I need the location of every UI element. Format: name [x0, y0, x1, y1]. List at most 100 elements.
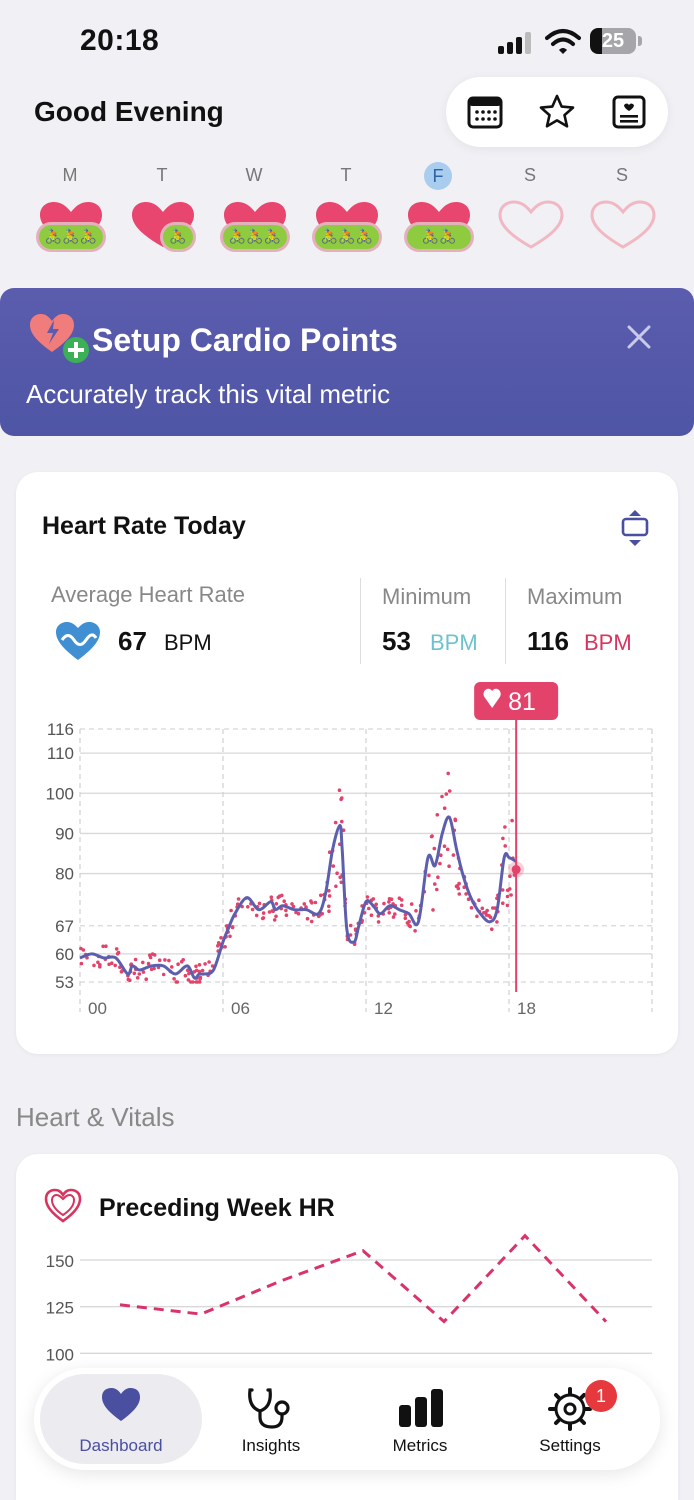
- tab-insights[interactable]: Insights: [190, 1374, 352, 1464]
- sample-point: [246, 905, 250, 909]
- tab-bar: Dashboard Insights Metrics: [34, 1368, 660, 1470]
- sample-point: [319, 893, 323, 898]
- day-thursday[interactable]: T 🚴🚴🚴: [300, 160, 392, 260]
- sample-point: [291, 904, 296, 909]
- sample-point: [176, 962, 180, 966]
- sample-point: [194, 964, 198, 969]
- sample-point: [274, 914, 278, 919]
- sample-point: [200, 968, 205, 973]
- tooltip-value: 81: [508, 688, 536, 716]
- preceding-week-title: Preceding Week HR: [99, 1194, 335, 1222]
- y-tick-label: 150: [46, 1252, 74, 1271]
- sample-point: [442, 844, 447, 848]
- sample-point: [223, 945, 227, 949]
- day-monday[interactable]: M 🚴🚴🚴: [24, 160, 116, 260]
- sample-point: [457, 892, 462, 896]
- activity-pill: 🚴🚴🚴: [220, 222, 290, 252]
- sample-point: [186, 978, 191, 982]
- day-saturday[interactable]: S: [484, 160, 576, 260]
- sample-point: [179, 959, 184, 964]
- sample-point: [438, 861, 442, 866]
- sample-point: [267, 910, 272, 914]
- sample-point: [382, 901, 386, 906]
- sample-point: [290, 902, 294, 906]
- sample-point: [144, 977, 148, 981]
- day-sunday[interactable]: S: [576, 160, 668, 260]
- cursor-point: [511, 865, 521, 875]
- activity-icons: 🚴: [163, 225, 193, 249]
- sample-point: [442, 806, 447, 810]
- day-friday[interactable]: F 🚴🚴: [392, 160, 484, 260]
- sample-point: [430, 834, 434, 838]
- sample-point: [191, 980, 195, 984]
- tab-settings[interactable]: 1 Settings: [489, 1374, 651, 1464]
- battery-icon: 25: [590, 28, 636, 54]
- tab-metrics[interactable]: Metrics: [339, 1374, 501, 1464]
- sample-point: [119, 970, 124, 974]
- tab-label: Dashboard: [79, 1436, 163, 1455]
- day-letter: T: [156, 165, 168, 185]
- sample-point: [339, 880, 344, 885]
- y-tick-label: 60: [55, 945, 74, 964]
- sample-point: [501, 901, 505, 905]
- heart-rate-card[interactable]: Heart Rate Today Average Heart Rate 67 B…: [16, 472, 678, 1054]
- heart-rate-chart[interactable]: 116 110 100 90 80 67 60 53 00 06 12 18 81: [16, 472, 678, 1054]
- sample-point: [510, 818, 514, 823]
- calendar-icon[interactable]: [466, 93, 504, 131]
- day-tuesday[interactable]: T 🚴: [116, 160, 208, 260]
- heart-outline: [590, 200, 656, 249]
- banner-subtitle: Accurately track this vital metric: [26, 379, 391, 409]
- sample-point: [187, 971, 191, 976]
- sample-point: [335, 871, 339, 875]
- day-letter: S: [615, 165, 628, 185]
- divider: [505, 578, 506, 664]
- sample-point: [98, 963, 102, 967]
- sample-point: [284, 908, 288, 913]
- sample-point: [230, 925, 235, 929]
- activity-icons: 🚴🚴🚴: [315, 225, 379, 249]
- sample-point: [469, 906, 474, 910]
- sample-point: [389, 897, 394, 901]
- sample-point: [167, 958, 171, 963]
- day-wednesday[interactable]: W 🚴🚴🚴: [208, 160, 300, 260]
- sample-point: [505, 894, 510, 899]
- sample-point: [107, 962, 111, 967]
- sample-point: [270, 909, 275, 913]
- sample-point: [365, 895, 370, 899]
- sample-point: [101, 944, 105, 949]
- close-icon[interactable]: [626, 324, 652, 350]
- expand-vertical-icon[interactable]: [620, 508, 650, 548]
- sample-point: [407, 919, 411, 924]
- sample-point: [277, 894, 282, 898]
- sample-point: [500, 888, 505, 892]
- sample-point: [148, 955, 153, 960]
- status-time: 20:18: [80, 24, 160, 57]
- journal-icon[interactable]: [610, 93, 648, 131]
- empty-heart-icon: [590, 200, 656, 249]
- day-letter: M: [62, 165, 78, 185]
- y-tick-label: 110: [47, 744, 74, 763]
- sample-point: [427, 873, 431, 878]
- stethoscope-icon: [248, 1388, 290, 1429]
- sample-point: [194, 980, 199, 984]
- sample-point: [371, 897, 376, 901]
- y-tick-label: 100: [46, 1345, 74, 1364]
- max-hr-unit: BPM: [584, 630, 632, 655]
- activity-pill: 🚴🚴🚴: [36, 222, 106, 252]
- sample-point: [446, 771, 451, 776]
- sample-point: [327, 904, 331, 909]
- sample-point: [170, 965, 174, 969]
- sample-point: [503, 825, 507, 829]
- day-letter: S: [523, 165, 536, 185]
- sample-point: [198, 976, 202, 981]
- setup-cardio-banner[interactable]: Setup Cardio Points Accurately track thi…: [0, 288, 694, 436]
- sample-point: [399, 903, 404, 908]
- tab-dashboard[interactable]: Dashboard: [40, 1374, 202, 1464]
- sample-point: [320, 911, 325, 916]
- sample-point: [509, 893, 513, 897]
- cardio-heart-plus-icon: [30, 314, 89, 363]
- sample-point: [150, 952, 155, 956]
- sample-point: [96, 960, 100, 965]
- star-icon[interactable]: [538, 93, 576, 131]
- sample-point: [174, 980, 179, 984]
